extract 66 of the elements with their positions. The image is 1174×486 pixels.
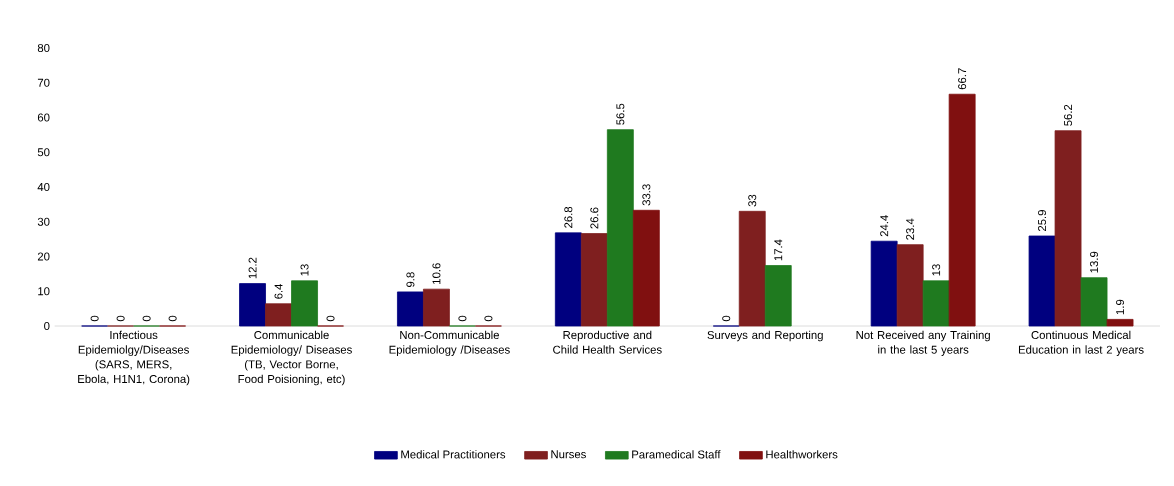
bar bbox=[948, 93, 976, 327]
data-label: 13 bbox=[300, 264, 309, 276]
data-label: 56.5 bbox=[616, 103, 625, 125]
bar bbox=[423, 288, 450, 327]
bar bbox=[265, 303, 292, 327]
bar bbox=[1028, 235, 1056, 327]
y-tick-label: 70 bbox=[37, 78, 50, 87]
bar bbox=[580, 233, 608, 327]
bar bbox=[1106, 319, 1134, 327]
data-label: 25.9 bbox=[1038, 210, 1047, 232]
y-tick-label: 10 bbox=[38, 287, 50, 296]
y-tick-label: 20 bbox=[37, 252, 50, 261]
bar bbox=[606, 129, 634, 327]
data-label: 33.3 bbox=[642, 184, 651, 206]
bar bbox=[1054, 130, 1082, 327]
bar bbox=[239, 283, 266, 327]
data-label: 0 bbox=[326, 315, 335, 322]
bar bbox=[291, 280, 318, 327]
data-label: 12.2 bbox=[248, 257, 257, 279]
data-label: 0 bbox=[168, 315, 177, 322]
data-label: 1.9 bbox=[1116, 299, 1125, 315]
data-label: 0 bbox=[90, 315, 99, 322]
bar bbox=[554, 232, 582, 327]
data-label: 9.8 bbox=[406, 272, 415, 288]
x-tick-label: Continuous Medical Education in last 2 years bbox=[1018, 330, 1144, 356]
data-label: 17.4 bbox=[774, 239, 783, 261]
legend-label: Nurses bbox=[551, 450, 586, 459]
y-tick-label: 60 bbox=[37, 113, 50, 122]
data-label: 56.2 bbox=[1064, 104, 1073, 126]
y-tick-label: 50 bbox=[37, 148, 50, 157]
x-tick-label: Not Received any Training in the last 5 years bbox=[856, 330, 990, 356]
y-tick-label: 40 bbox=[37, 183, 50, 192]
bar bbox=[870, 240, 898, 327]
data-label: 26.8 bbox=[564, 206, 573, 228]
data-label: 10.6 bbox=[432, 263, 441, 284]
x-tick-label: Communicable Epidemiology/ Diseases (TB, Vector Borne, Food Poisioning, etc) bbox=[231, 330, 352, 386]
bar bbox=[738, 210, 766, 327]
data-label: 0 bbox=[116, 315, 125, 322]
legend-label: Paramedical Staff bbox=[632, 450, 721, 459]
bar bbox=[922, 280, 950, 327]
y-tick-label: 80 bbox=[37, 44, 50, 53]
x-tick-label: Non-Communicable Epidemiology /Diseases bbox=[389, 330, 510, 356]
x-tick-label: Reproductive and Child Health Services bbox=[553, 330, 662, 354]
data-label: 0 bbox=[722, 315, 731, 322]
data-label: 23.4 bbox=[906, 218, 915, 240]
data-label: 24.4 bbox=[880, 215, 889, 237]
legend-label: Healthworkers bbox=[766, 450, 838, 459]
legend-label: Medical Practitioners bbox=[401, 450, 506, 459]
data-label: 0 bbox=[458, 315, 467, 322]
y-tick-label: 30 bbox=[37, 217, 50, 226]
data-label: 13 bbox=[932, 264, 941, 276]
data-label: 6.4 bbox=[274, 283, 283, 299]
bar bbox=[896, 244, 924, 327]
bar bbox=[397, 291, 424, 327]
y-tick-label: 0 bbox=[44, 322, 50, 331]
data-label: 33 bbox=[748, 194, 757, 207]
data-label: 0 bbox=[484, 315, 493, 322]
bar bbox=[764, 265, 792, 327]
data-label: 66.7 bbox=[958, 68, 967, 90]
x-tick-label: Surveys and Reporting bbox=[707, 330, 823, 342]
x-tick-label: Infectious Epidemiolgy/Diseases (SARS, MERS, Ebola, H1N1, Corona) bbox=[78, 330, 190, 386]
data-label: 0 bbox=[142, 315, 151, 322]
bar bbox=[632, 209, 660, 327]
data-label: 26.6 bbox=[590, 207, 599, 229]
bar bbox=[1080, 277, 1108, 327]
data-label: 13.9 bbox=[1090, 251, 1099, 273]
